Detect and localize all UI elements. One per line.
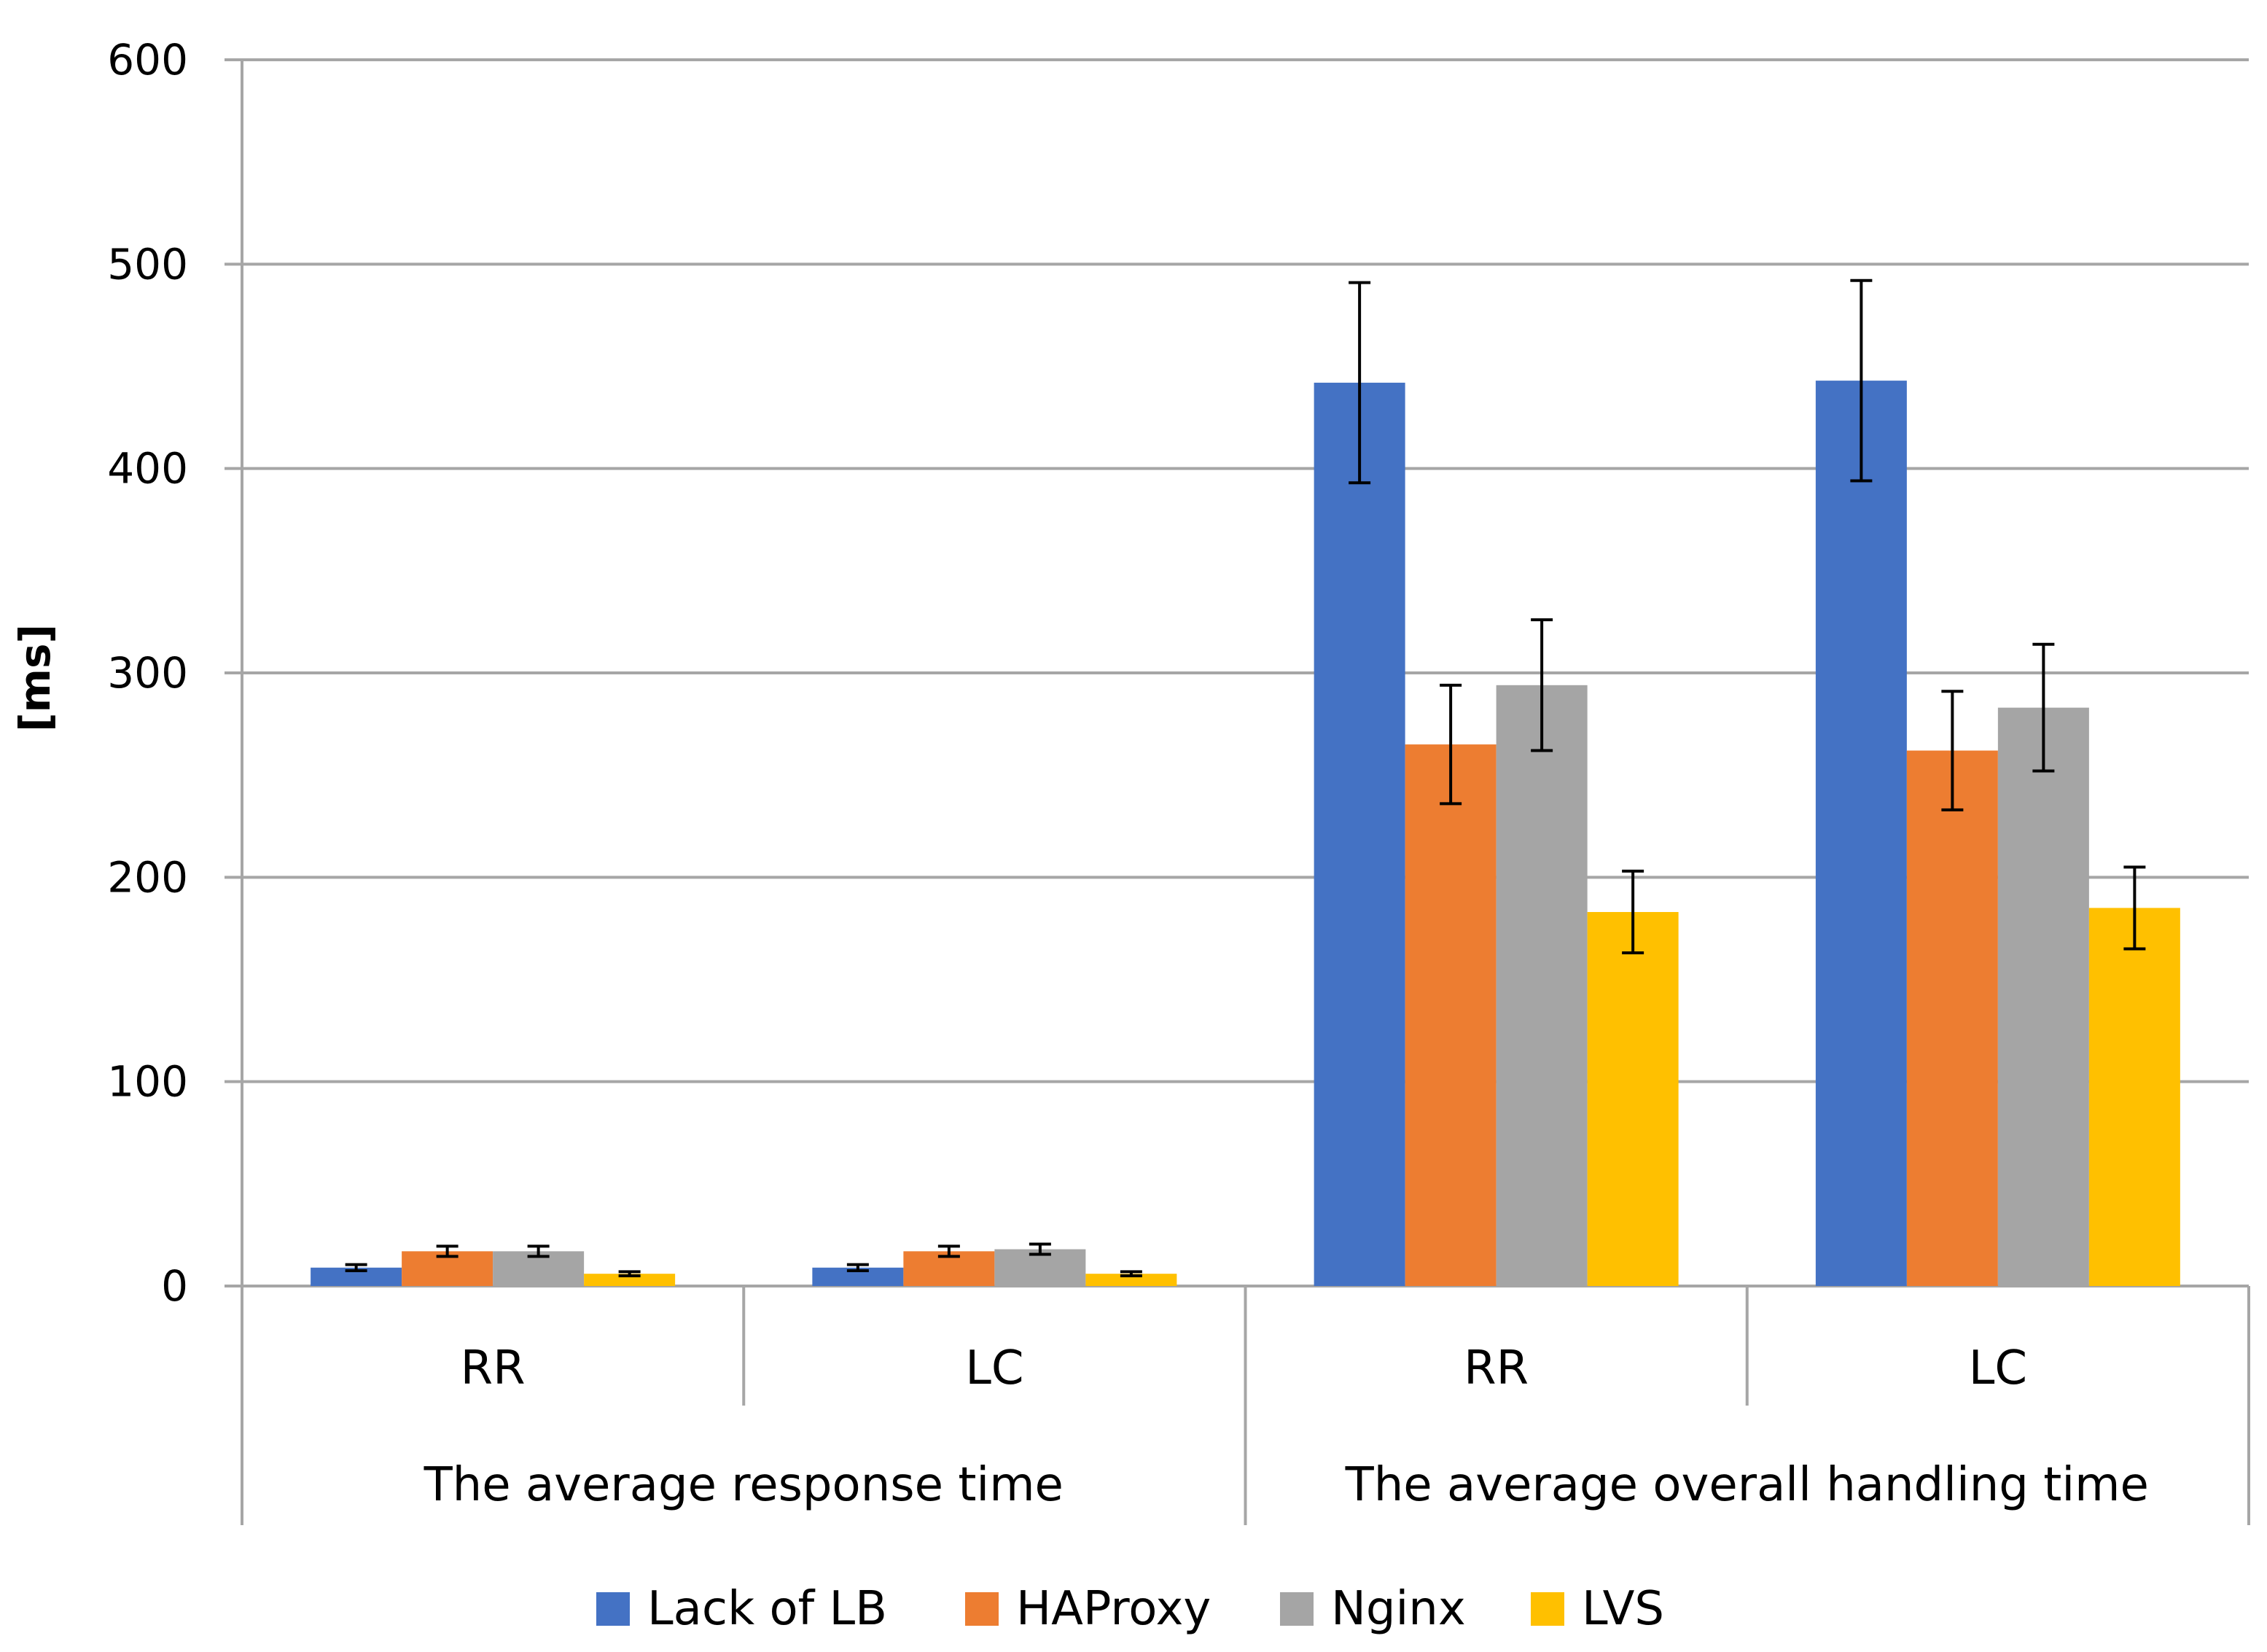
gridlines (225, 58, 2249, 1287)
bar (1405, 744, 1497, 1286)
bar (1085, 1274, 1177, 1286)
y-tick-label: 100 (107, 1057, 188, 1107)
y-tick-label: 400 (107, 444, 188, 494)
legend-swatch (1280, 1592, 1314, 1626)
x-category-label: LC (965, 1341, 1023, 1395)
bar (2088, 908, 2180, 1286)
x-axis: RR LC The average response time RR LC The ave… (241, 60, 2250, 1525)
y-tick-label: 0 (161, 1261, 188, 1311)
bar (1815, 381, 1907, 1287)
bar (1496, 685, 1588, 1286)
x-category-label: RR (461, 1341, 526, 1395)
error-bars (345, 278, 2146, 1277)
bar (1906, 750, 1998, 1286)
y-tick-label: 300 (107, 648, 188, 698)
y-tick-label: 500 (107, 239, 188, 289)
legend-label: HAProxy (1016, 1582, 1211, 1636)
bar (1997, 707, 2089, 1286)
legend-label: Lack of LB (647, 1582, 887, 1636)
bar (584, 1274, 676, 1286)
y-axis-label: [ms] (10, 624, 60, 732)
y-axis-ticks: 0 100 200 300 400 500 600 (107, 35, 188, 1311)
legend-swatch (965, 1592, 999, 1626)
bar (1587, 911, 1679, 1286)
bars (311, 381, 2180, 1287)
y-tick-label: 200 (107, 852, 188, 902)
legend-swatch (1531, 1592, 1564, 1626)
y-tick-label: 600 (107, 35, 188, 85)
x-category-label: RR (1464, 1341, 1529, 1395)
legend-label: LVS (1582, 1582, 1664, 1636)
legend-swatch (596, 1592, 630, 1626)
legend: Lack of LB HAProxy Nginx LVS (596, 1582, 1664, 1636)
legend-label: Nginx (1331, 1582, 1466, 1636)
x-group-label: The average response time (424, 1458, 1064, 1512)
bar (1314, 382, 1405, 1286)
x-category-label: LC (1969, 1341, 2027, 1395)
x-group-label: The average overall handling time (1345, 1458, 2149, 1512)
